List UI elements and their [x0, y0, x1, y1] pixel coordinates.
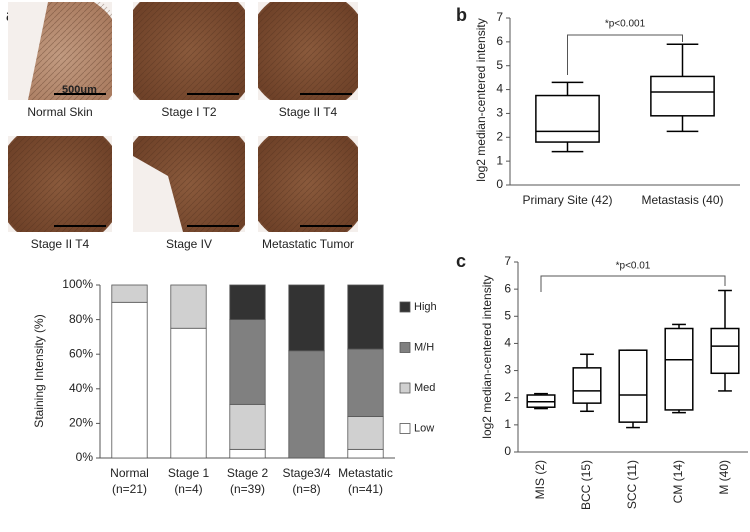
- y-tick-label: 2: [496, 129, 503, 143]
- image-label: Stage II T4: [31, 237, 90, 251]
- x-tick-label: MIS (2): [533, 460, 547, 499]
- y-axis-label: log2 median-centered intensity: [474, 18, 488, 181]
- y-tick-label: 60%: [69, 346, 93, 360]
- box: [572, 367, 602, 404]
- legend-label: High: [414, 301, 437, 313]
- y-axis-label: log2 median-centered intensity: [480, 275, 494, 438]
- y-tick-label: 20%: [69, 416, 93, 430]
- x-tick-label: Normal (n=21): [110, 466, 149, 496]
- tissue-texture: [133, 2, 245, 100]
- x-tick-label: Metastasis (40): [641, 193, 723, 207]
- y-tick-label: 5: [504, 308, 511, 322]
- panel-label: c: [456, 251, 466, 271]
- y-tick-label: 4: [496, 82, 503, 96]
- y-tick-label: 0: [504, 444, 511, 458]
- x-tick-label: Stage 1 (n=4): [167, 466, 210, 496]
- bar-segment: [170, 284, 207, 329]
- bar-segment: [229, 284, 266, 320]
- y-tick-label: 7: [504, 254, 511, 268]
- y-tick-label: 100%: [62, 277, 93, 291]
- y-tick-label: 3: [496, 106, 503, 120]
- bar-segment: [111, 301, 148, 459]
- image-label: Stage IV: [166, 237, 212, 251]
- bar-segment: [111, 284, 148, 303]
- tissue-gap: [8, 2, 48, 100]
- bar-segment: [347, 348, 384, 417]
- y-tick-label: 2: [504, 390, 511, 404]
- y-tick-label: 4: [504, 336, 511, 350]
- tissue-texture: [258, 136, 358, 232]
- significance-bracket: [567, 34, 683, 75]
- box: [710, 327, 740, 375]
- y-axis-label: Staining Intensity (%): [32, 314, 46, 427]
- y-tick-label: 1: [496, 153, 503, 167]
- bar-segment: [347, 448, 384, 459]
- x-tick-label: BCC (15): [579, 460, 593, 510]
- legend-label: Med: [414, 382, 435, 394]
- y-tick-label: 40%: [69, 381, 93, 395]
- bar-segment: [288, 350, 325, 459]
- legend-swatch: [399, 423, 411, 434]
- tissue-texture: [8, 136, 112, 232]
- box: [618, 349, 648, 423]
- image-label: Stage I T2: [161, 105, 216, 119]
- y-tick-label: 0%: [76, 450, 94, 464]
- bar-segment: [170, 327, 207, 459]
- y-tick-label: 80%: [69, 312, 93, 326]
- bar-segment: [347, 284, 384, 350]
- x-tick-label: SCC (11): [625, 460, 639, 509]
- significance-bracket: [540, 275, 726, 292]
- bar-segment: [229, 319, 266, 405]
- x-tick-label: Stage 2 (n=39): [226, 466, 269, 496]
- y-tick-label: 7: [496, 10, 503, 24]
- bar-segment: [347, 416, 384, 450]
- y-tick-label: 6: [496, 34, 503, 48]
- bar-segment: [288, 284, 325, 352]
- x-tick-label: Primary Site (42): [522, 193, 612, 207]
- y-tick-label: 6: [504, 281, 511, 295]
- annotation: *p<0.01: [616, 261, 651, 272]
- y-tick-label: 0: [496, 177, 503, 191]
- y-tick-label: 1: [504, 417, 511, 431]
- image-label: Normal Skin: [27, 105, 92, 119]
- image-label: Stage II T4: [279, 105, 338, 119]
- tissue-gap: [133, 156, 183, 232]
- x-tick-label: Stage3/4 (n=8): [282, 466, 331, 496]
- image-label: Metastatic Tumor: [262, 237, 354, 251]
- y-tick-label: 5: [496, 58, 503, 72]
- legend-label: M/H: [414, 341, 434, 353]
- box: [535, 94, 600, 143]
- x-tick-label: M (40): [717, 460, 731, 495]
- y-tick-label: 3: [504, 363, 511, 377]
- legend-swatch: [399, 301, 411, 313]
- panel-label: b: [456, 5, 467, 25]
- annotation: *p<0.001: [605, 19, 646, 30]
- legend-swatch: [399, 342, 411, 353]
- legend-label: Low: [414, 422, 434, 434]
- box: [664, 327, 694, 411]
- box: [650, 75, 715, 117]
- legend-swatch: [399, 382, 411, 394]
- bar-segment: [229, 403, 266, 450]
- bar-segment: [229, 448, 266, 459]
- x-tick-label: Metastatic (n=41): [338, 466, 393, 496]
- x-tick-label: CM (14): [671, 460, 685, 503]
- tissue-texture: [258, 2, 358, 100]
- scale-bar-label: 500um: [62, 84, 97, 96]
